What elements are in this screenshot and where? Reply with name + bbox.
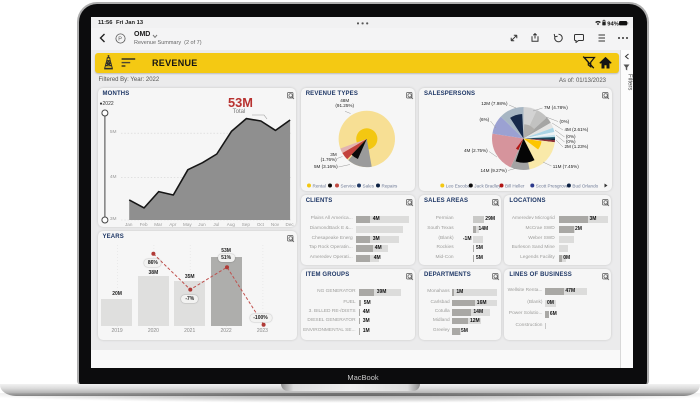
svg-text:P: P: [118, 36, 122, 42]
svg-text:94%: 94%: [607, 22, 619, 27]
svg-text:Service: Service: [340, 183, 356, 188]
svg-text:Rental: Rental: [312, 183, 325, 188]
svg-text:Bud Orlando: Bud Orlando: [572, 183, 598, 188]
svg-text:Jack Bradley: Jack Bradley: [474, 183, 501, 188]
svg-text:Bill Heller: Bill Heller: [505, 183, 525, 188]
svg-text:Sales: Sales: [362, 183, 374, 188]
svg-text:Leo Escobar: Leo Escobar: [446, 183, 472, 188]
svg-text:Repairs: Repairs: [381, 183, 398, 188]
svg-text:Scott Presgrove: Scott Presgrove: [536, 183, 569, 188]
